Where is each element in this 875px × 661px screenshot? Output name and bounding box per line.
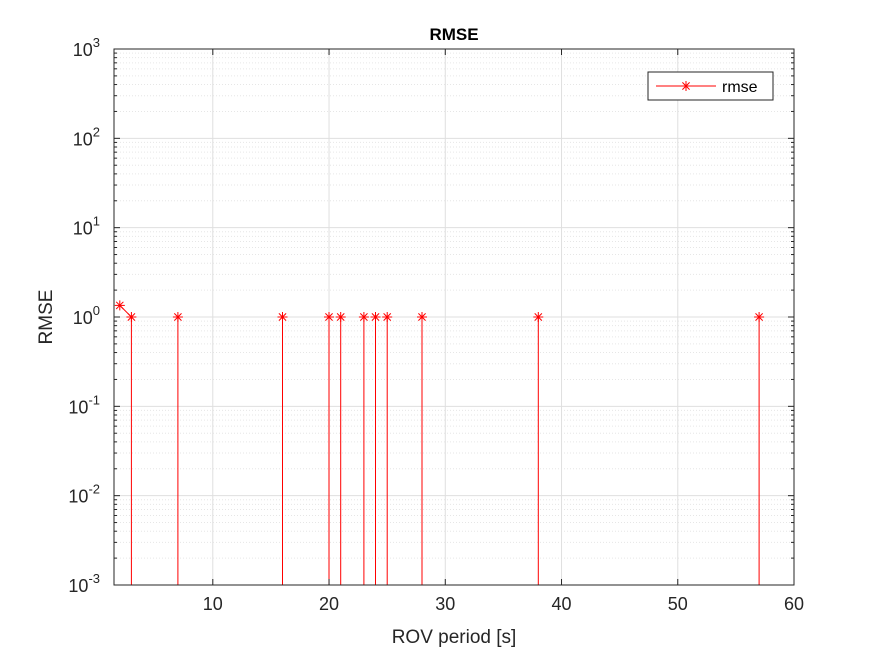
y-tick-label: 10-3 <box>68 571 100 596</box>
chart-title: RMSE <box>429 25 478 44</box>
legend-marker-icon <box>681 81 691 91</box>
data-point-marker <box>370 312 381 322</box>
y-tick-label: 101 <box>73 214 100 239</box>
x-tick-label: 40 <box>552 594 572 614</box>
data-point-marker <box>754 312 765 322</box>
series-line-rmse <box>119 305 760 585</box>
data-point-marker <box>335 312 346 322</box>
x-axis-label: ROV period [s] <box>392 627 517 648</box>
x-tick-label: 20 <box>319 594 339 614</box>
y-axis-ticks: 10-3 10-2 10-1 100 101 102 103 <box>68 35 794 596</box>
data-point-marker <box>417 312 427 322</box>
data-point-marker <box>382 312 393 322</box>
data-point-marker <box>358 312 369 322</box>
y-tick-label: 100 <box>73 303 100 328</box>
legend[interactable]: rmse <box>647 71 774 101</box>
data-point-marker <box>277 312 288 322</box>
y-tick-label: 102 <box>73 124 100 149</box>
x-tick-label: 30 <box>435 594 455 614</box>
data-point-marker <box>114 300 125 311</box>
x-tick-label: 50 <box>668 594 688 614</box>
legend-label: rmse <box>722 79 758 96</box>
series-layer <box>114 300 765 585</box>
data-point-marker <box>126 312 137 322</box>
x-tick-label: 10 <box>203 594 223 614</box>
x-axis-ticks: 10 20 30 40 50 60 <box>203 49 804 614</box>
y-tick-label: 10-1 <box>68 392 100 417</box>
y-axis-label: RMSE <box>36 290 57 345</box>
data-point-marker <box>172 312 183 322</box>
data-point-marker <box>324 312 334 322</box>
y-tick-label: 10-2 <box>68 482 100 507</box>
data-point-marker <box>533 312 544 322</box>
y-tick-label: 103 <box>73 35 100 60</box>
x-tick-label: 60 <box>784 594 804 614</box>
minor-grid <box>114 52 794 559</box>
